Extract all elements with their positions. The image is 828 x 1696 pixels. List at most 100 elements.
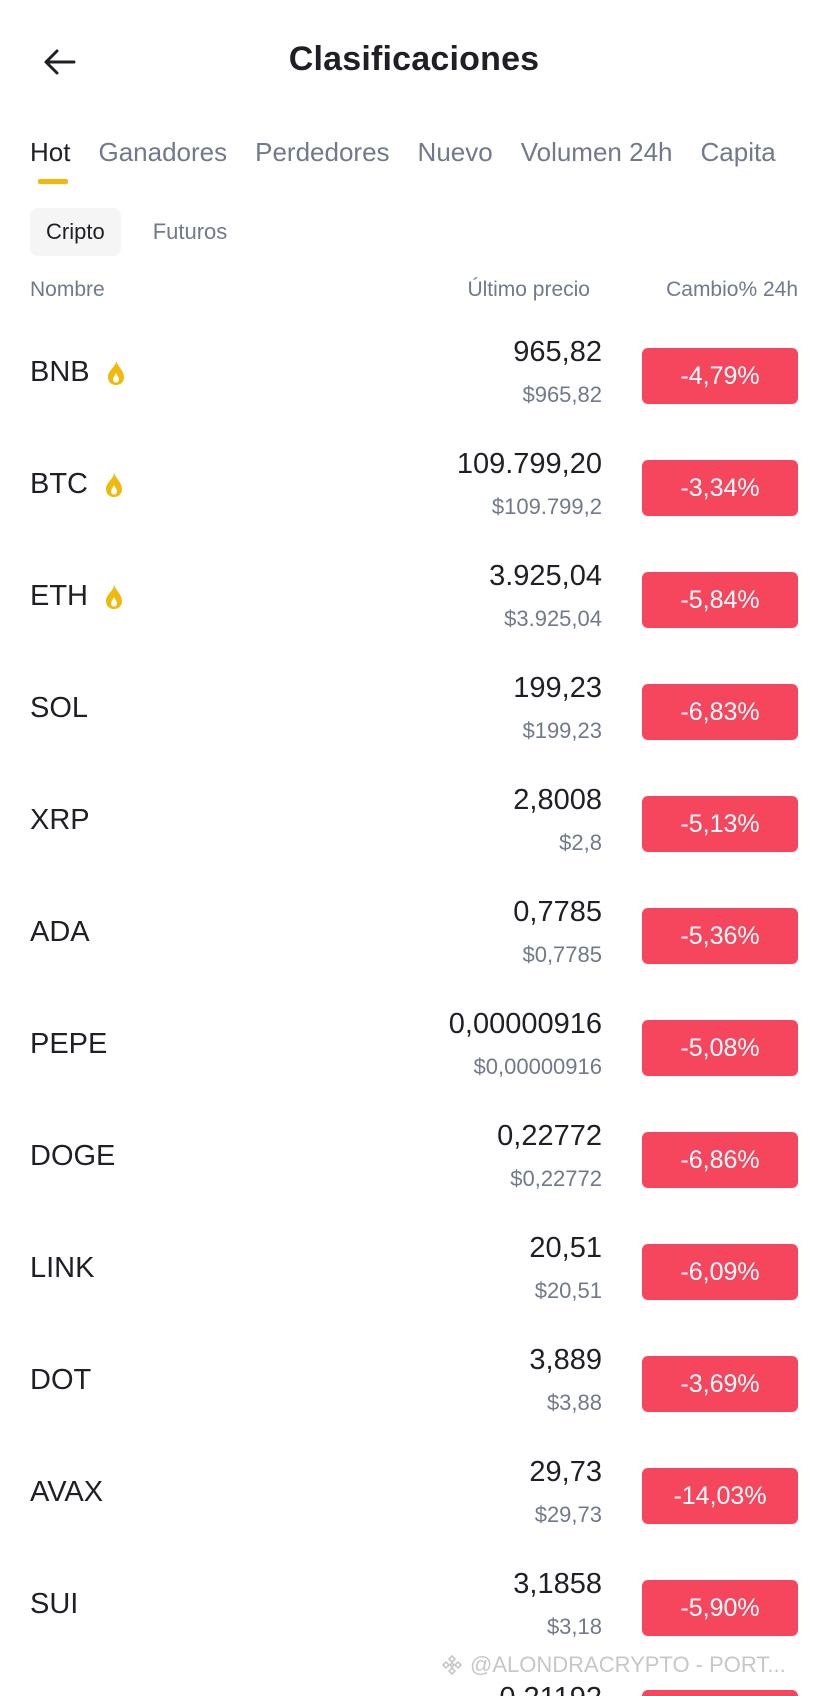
header: Clasificaciones	[0, 0, 828, 130]
coin-symbol: AVAX	[30, 1476, 103, 1509]
column-header-name[interactable]: Nombre	[30, 278, 105, 301]
subtab-cripto[interactable]: Cripto	[30, 208, 121, 256]
coin-symbol: BNB	[30, 356, 128, 389]
last-price: 3.925,04	[489, 560, 602, 592]
change-badge[interactable]: -5,90%	[642, 1580, 798, 1636]
usd-price: $3.925,04	[504, 606, 602, 631]
last-price: 20,51	[529, 1232, 602, 1264]
coin-symbol-text: PEPE	[30, 1028, 108, 1060]
coin-symbol-text: DOGE	[30, 1140, 116, 1172]
last-price: 109.799,20	[456, 448, 602, 480]
tab-capitalizacion[interactable]: Capita	[700, 137, 776, 167]
coin-symbol: SUI	[30, 1588, 78, 1621]
usd-price: $0,22772	[510, 1166, 602, 1191]
list-item[interactable]: ETH 3.925,04 $3.925,04 -5,84%	[0, 542, 828, 654]
page-title: Clasificaciones	[288, 40, 540, 78]
coin-symbol-text: XRP	[30, 804, 90, 836]
usd-price: $29,73	[534, 1502, 602, 1527]
coin-symbol: PEPE	[30, 1028, 107, 1061]
usd-price: $0,7785	[522, 942, 602, 967]
change-badge[interactable]: -5,08%	[642, 1020, 798, 1076]
usd-price: $965,82	[522, 382, 602, 407]
change-badge[interactable]: -5,36%	[642, 908, 798, 964]
last-price: 3,889	[529, 1344, 602, 1376]
change-badge[interactable]: -6,83%	[642, 684, 798, 740]
change-badge[interactable]: -6,09%	[642, 1244, 798, 1300]
tab-hot[interactable]: Hot	[30, 130, 70, 190]
change-badge[interactable]: -6,86%	[642, 1132, 798, 1188]
watermark-text: @ALONDRACRYPTO - PORT...	[470, 1652, 786, 1677]
coin-symbol-text: SUI	[30, 1588, 79, 1620]
list-item[interactable]: DOGE 0,22772 $0,22772 -6,86%	[0, 1102, 828, 1214]
list-item[interactable]: SOL 199,23 $199,23 -6,83%	[0, 654, 828, 766]
coin-symbol-text: ADA	[30, 916, 90, 948]
watermark: @ALONDRACRYPTO - PORT...	[440, 1652, 786, 1678]
category-tabs: Hot Ganadores Perdedores Nuevo Volumen 24h Ca…	[30, 130, 828, 200]
tab-perdedores[interactable]: Perdedores	[255, 137, 390, 167]
list-item[interactable]: LINK 20,51 $20,51 -6,09%	[0, 1214, 828, 1326]
column-headers: Nombre Último precio Cambio% 24h	[30, 278, 798, 308]
coin-symbol: XRP	[30, 804, 90, 837]
usd-price: $20,51	[534, 1278, 602, 1303]
coin-symbol: DOGE	[30, 1140, 115, 1173]
last-price: 0,7785	[513, 896, 602, 928]
flame-icon	[102, 583, 126, 611]
list-item[interactable]: BTC 109.799,20 $109.799,2 -3,34%	[0, 430, 828, 542]
last-price: 199,23	[513, 672, 602, 704]
usd-price: $199,23	[522, 718, 602, 743]
flame-icon	[104, 359, 128, 387]
last-price: 29,73	[529, 1456, 602, 1488]
coin-symbol-text: BTC	[30, 468, 88, 500]
coin-symbol: ETH	[30, 580, 126, 613]
last-price: 965,82	[513, 336, 602, 368]
list-item[interactable]: XRP 2,8008 $2,8 -5,13%	[0, 766, 828, 878]
usd-price: $3,88	[546, 1390, 602, 1415]
usd-price: $109.799,2	[491, 494, 602, 519]
market-type-tabs: Cripto Futuros	[30, 208, 259, 256]
change-badge[interactable]: -4,79%	[642, 348, 798, 404]
partial-list-item[interactable]: 0,21192	[0, 1682, 828, 1696]
coin-symbol-text: SOL	[30, 692, 89, 724]
change-badge[interactable]: -14,03%	[642, 1468, 798, 1524]
usd-price: $0,00000916	[473, 1054, 602, 1079]
last-price: 2,8008	[513, 784, 602, 816]
tab-ganadores[interactable]: Ganadores	[98, 137, 228, 167]
list-item[interactable]: PEPE 0,00000916 $0,00000916 -5,08%	[0, 990, 828, 1102]
tab-nuevo[interactable]: Nuevo	[417, 137, 493, 167]
subtab-futuros[interactable]: Futuros	[152, 219, 228, 244]
tab-volumen-24h[interactable]: Volumen 24h	[520, 137, 673, 167]
column-header-change[interactable]: Cambio% 24h	[666, 278, 798, 301]
change-badge[interactable]: -3,34%	[642, 460, 798, 516]
coin-symbol-text: ETH	[30, 580, 88, 612]
usd-price: $2,8	[559, 830, 602, 855]
coin-symbol: ADA	[30, 916, 90, 949]
list-item[interactable]: BNB 965,82 $965,82 -4,79%	[0, 318, 828, 430]
coin-symbol-text: DOT	[30, 1364, 92, 1396]
binance-logo-icon	[440, 1653, 464, 1677]
last-price: 3,1858	[513, 1568, 602, 1600]
usd-price: $3,18	[546, 1614, 602, 1639]
coin-symbol: DOT	[30, 1364, 91, 1397]
last-price: 0,22772	[497, 1120, 602, 1152]
change-badge[interactable]: -5,84%	[642, 572, 798, 628]
coin-symbol: BTC	[30, 468, 126, 501]
list-item[interactable]: AVAX 29,73 $29,73 -14,03%	[0, 1438, 828, 1550]
change-badge[interactable]: -5,13%	[642, 796, 798, 852]
coin-symbol: SOL	[30, 692, 88, 725]
last-price: 0,21192	[499, 1682, 602, 1696]
ranking-list: BNB 965,82 $965,82 -4,79% BTC 109.799,20…	[0, 318, 828, 1662]
change-badge[interactable]	[642, 1690, 798, 1696]
last-price: 0,00000916	[448, 1008, 602, 1040]
arrow-left-icon	[44, 49, 76, 75]
coin-symbol-text: AVAX	[30, 1476, 104, 1508]
list-item[interactable]: SUI 3,1858 $3,18 -5,90%	[0, 1550, 828, 1662]
list-item[interactable]: ADA 0,7785 $0,7785 -5,36%	[0, 878, 828, 990]
coin-symbol: LINK	[30, 1252, 94, 1285]
change-badge[interactable]: -3,69%	[642, 1356, 798, 1412]
coin-symbol-text: BNB	[30, 356, 90, 388]
coin-symbol-text: LINK	[30, 1252, 95, 1284]
list-item[interactable]: DOT 3,889 $3,88 -3,69%	[0, 1326, 828, 1438]
column-header-price[interactable]: Último precio	[467, 278, 590, 301]
flame-icon	[102, 471, 126, 499]
back-button[interactable]	[40, 42, 80, 82]
